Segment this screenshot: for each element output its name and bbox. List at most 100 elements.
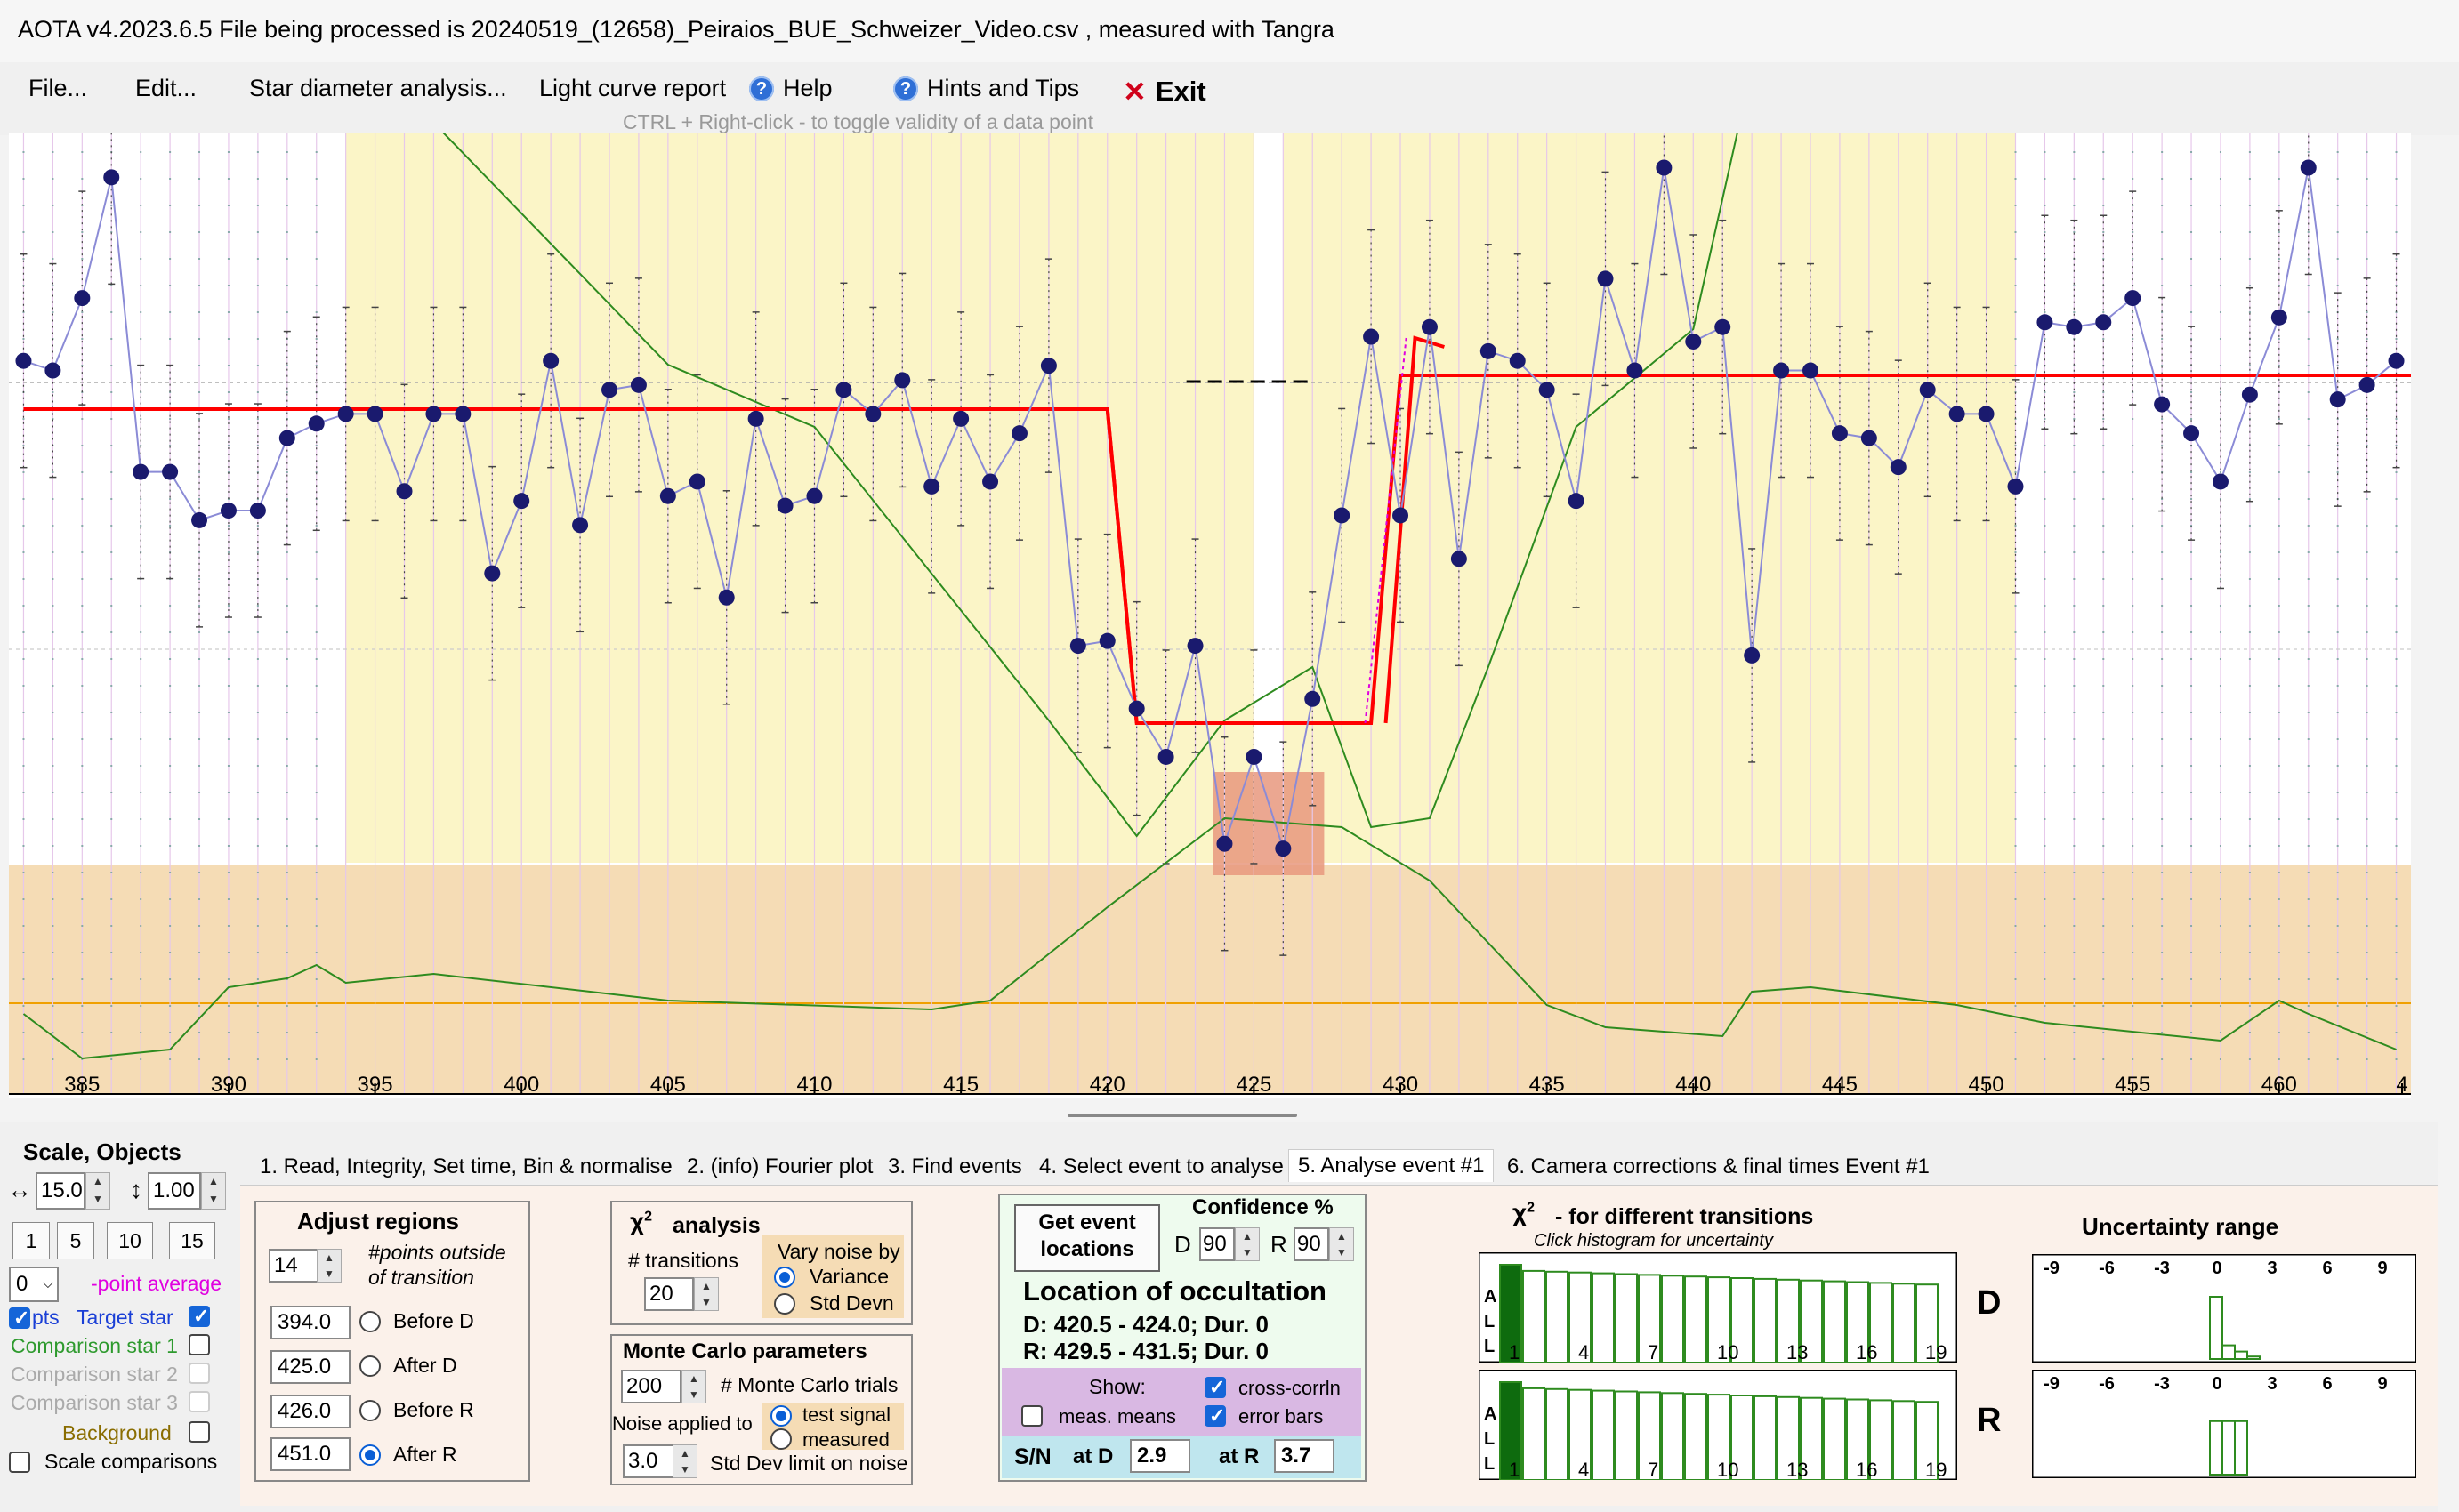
- grid-dot: [2248, 765, 2251, 767]
- grid-dot: [110, 952, 113, 953]
- grid-dot: [198, 231, 201, 233]
- chi2-histogram-d[interactable]: ALL 1 4 7 10 13 16 19: [1479, 1252, 1957, 1363]
- tab-analyse-event[interactable]: 5. Analyse event #1: [1288, 1149, 1495, 1182]
- data-point: [1069, 638, 1086, 655]
- points-outside-input[interactable]: 14: [269, 1249, 318, 1283]
- tab-read-integrity[interactable]: 1. Read, Integrity, Set time, Bin & norm…: [260, 1154, 673, 1178]
- grid-dot: [110, 631, 113, 633]
- d-confidence-input[interactable]: 90: [1199, 1227, 1235, 1261]
- std-limit-stepper[interactable]: ▲ ▼: [673, 1444, 697, 1478]
- menu-star-diameter[interactable]: Star diameter analysis...: [249, 75, 507, 101]
- grid-dot: [286, 551, 288, 553]
- menu-edit[interactable]: Edit...: [135, 75, 198, 101]
- menu-file[interactable]: File...: [28, 75, 88, 101]
- menu-light-curve-report[interactable]: Light curve report: [539, 75, 727, 101]
- scale-button-10[interactable]: 10: [107, 1222, 153, 1259]
- show-label: Show:: [1089, 1375, 1146, 1398]
- data-point: [162, 463, 179, 480]
- grid-dot: [52, 551, 54, 553]
- scale-button-15[interactable]: 15: [169, 1222, 215, 1259]
- tab-find-events[interactable]: 3. Find events: [888, 1154, 1022, 1178]
- tab-camera-corrections[interactable]: 6. Camera corrections & final times Even…: [1507, 1154, 1930, 1178]
- grid-dot: [2248, 898, 2251, 900]
- pts-checkbox[interactable]: [9, 1307, 30, 1330]
- cross-corr-checkbox[interactable]: [1205, 1376, 1226, 1399]
- get-event-locations-button[interactable]: Get event locations: [1014, 1204, 1160, 1272]
- after-r-input[interactable]: 451.0: [270, 1437, 351, 1471]
- scale-button-1[interactable]: 1: [12, 1222, 50, 1259]
- grid-dot: [2073, 978, 2076, 980]
- chi2-histogram-r[interactable]: ALL 1 4 7 10 13 16 19: [1479, 1370, 1957, 1480]
- after-d-input[interactable]: 425.0: [270, 1350, 351, 1384]
- tab-select-event[interactable]: 4. Select event to analyse: [1039, 1154, 1284, 1178]
- menu-help[interactable]: ? Help: [749, 75, 833, 102]
- grid-dot: [2190, 418, 2193, 420]
- after-r-radio[interactable]: [359, 1444, 381, 1466]
- target-star-checkbox[interactable]: [189, 1305, 210, 1328]
- monte-carlo-trials-stepper[interactable]: ▲ ▼: [681, 1370, 706, 1403]
- grid-dot: [2307, 151, 2310, 153]
- horizontal-scale-input[interactable]: 15.0: [36, 1172, 85, 1210]
- transitions-input[interactable]: 20: [644, 1277, 694, 1311]
- horizontal-scale-stepper[interactable]: ▲ ▼: [85, 1172, 110, 1210]
- scale-button-5[interactable]: 5: [57, 1222, 94, 1259]
- grid-dot: [2278, 471, 2280, 473]
- comparison-star-1-checkbox[interactable]: [189, 1334, 210, 1355]
- menu-hints[interactable]: ? Hints and Tips: [893, 75, 1079, 102]
- grid-dot: [2102, 738, 2105, 740]
- uncertainty-histogram-r[interactable]: -9 -6 -3 0 3 6 9: [2032, 1370, 2416, 1478]
- std-devn-radio[interactable]: [774, 1293, 795, 1315]
- grid-dot: [2132, 445, 2134, 446]
- menu-exit[interactable]: ✕ Exit: [1123, 75, 1206, 109]
- data-point: [894, 372, 911, 389]
- before-r-radio[interactable]: [359, 1400, 381, 1421]
- after-d-radio[interactable]: [359, 1355, 381, 1377]
- vertical-scale-stepper[interactable]: ▲ ▼: [201, 1172, 226, 1210]
- grid-dot: [256, 685, 259, 687]
- point-average-select[interactable]: 0 ⌵: [9, 1267, 59, 1302]
- light-curve-chart[interactable]: 385 390 395 400 405 410 415 420 425 430 435 440 445 4…: [9, 133, 2411, 1098]
- grid-dot: [2219, 978, 2221, 980]
- grid-dot: [2014, 978, 2017, 980]
- r-confidence-input[interactable]: 90: [1294, 1227, 1329, 1261]
- grid-dot: [81, 551, 84, 553]
- transitions-stepper[interactable]: ▲ ▼: [694, 1277, 719, 1311]
- grid-dot: [110, 1005, 113, 1007]
- grid-dot: [2190, 525, 2193, 527]
- grid-dot: [227, 178, 230, 180]
- monte-carlo-trials-input[interactable]: 200: [621, 1370, 681, 1403]
- meas-means-checkbox[interactable]: [1021, 1405, 1043, 1427]
- tab-fourier-plot[interactable]: 2. (info) Fourier plot: [687, 1154, 874, 1178]
- grid-dot: [2219, 151, 2221, 153]
- uncertainty-histogram-d[interactable]: -9 -6 -3 0 3 6 9: [2032, 1254, 2416, 1363]
- grid-dot: [2044, 551, 2046, 553]
- scale-comparisons-checkbox[interactable]: [9, 1452, 30, 1473]
- before-d-input[interactable]: 394.0: [270, 1306, 351, 1339]
- variance-radio[interactable]: [774, 1267, 795, 1288]
- chi2-d-label: 4: [1578, 1341, 1589, 1363]
- target-star-label: Target star: [77, 1306, 173, 1329]
- error-bars-checkbox[interactable]: [1205, 1404, 1226, 1428]
- grid-dot: [315, 792, 318, 793]
- grid-dot: [2366, 712, 2368, 713]
- grid-dot: [2278, 551, 2280, 553]
- d-confidence-stepper[interactable]: ▲ ▼: [1235, 1227, 1260, 1261]
- points-outside-stepper[interactable]: ▲ ▼: [317, 1249, 342, 1283]
- horizontal-scroll-thumb[interactable]: [1068, 1114, 1297, 1117]
- grid-dot: [2044, 258, 2046, 260]
- measured-radio[interactable]: [770, 1428, 792, 1450]
- std-limit-input[interactable]: 3.0: [623, 1444, 674, 1478]
- grid-dot: [315, 845, 318, 847]
- uncertainty-r-tick: 3: [2267, 1374, 2277, 1394]
- grid-dot: [52, 925, 54, 927]
- grid-dot: [2248, 365, 2251, 366]
- before-r-input[interactable]: 426.0: [270, 1395, 351, 1428]
- vertical-scale-input[interactable]: 1.00: [148, 1172, 201, 1210]
- uncertainty-d-bar: [2209, 1296, 2223, 1360]
- chi2-r-label: 4: [1578, 1459, 1589, 1480]
- before-d-radio[interactable]: [359, 1311, 381, 1332]
- background-checkbox[interactable]: [189, 1421, 210, 1443]
- r-confidence-stepper[interactable]: ▲ ▼: [1329, 1227, 1354, 1261]
- scale-comparisons-label: Scale comparisons: [44, 1450, 218, 1473]
- test-signal-radio[interactable]: [770, 1405, 792, 1427]
